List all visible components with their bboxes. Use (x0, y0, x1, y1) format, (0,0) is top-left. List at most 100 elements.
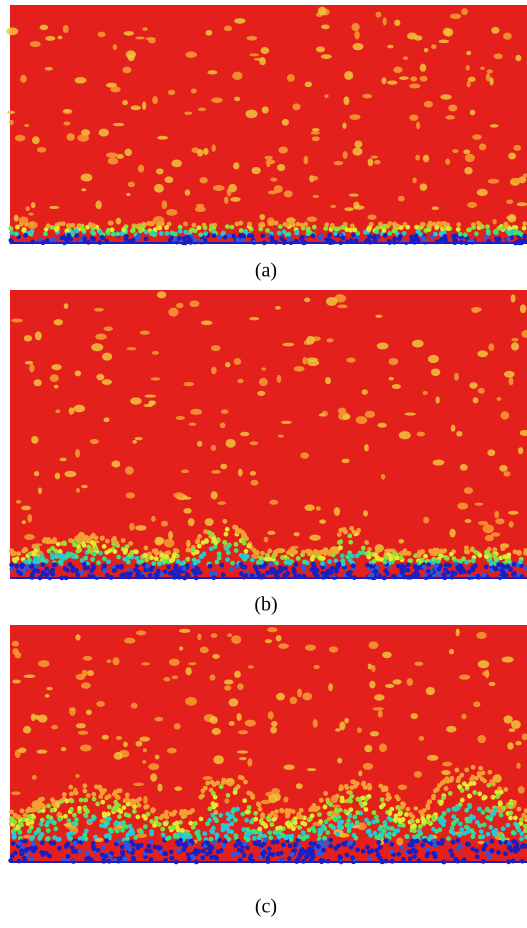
particle-cluster (163, 676, 171, 682)
particle (362, 801, 368, 806)
particle-cluster (11, 318, 23, 323)
particle (346, 572, 352, 577)
particle (253, 816, 259, 822)
particle (298, 814, 304, 820)
particle (46, 803, 51, 809)
particle (253, 829, 259, 835)
particle (485, 831, 491, 837)
particle (205, 821, 210, 827)
particle (459, 797, 465, 803)
particle (295, 221, 301, 227)
particle (220, 230, 226, 236)
particle (195, 538, 201, 544)
particle (311, 224, 317, 230)
particle (448, 777, 454, 783)
particle (355, 847, 360, 853)
particle (473, 231, 479, 237)
particle (34, 563, 39, 569)
particle (191, 547, 197, 553)
particle-cluster (69, 707, 76, 712)
particle (88, 222, 94, 228)
particle-cluster (342, 122, 347, 129)
particle (503, 554, 508, 560)
particle (325, 800, 331, 805)
particle (143, 545, 149, 551)
particle (16, 814, 22, 820)
particle (443, 554, 448, 560)
particle (307, 548, 312, 554)
particle (100, 799, 106, 805)
particle (396, 851, 402, 857)
particle-cluster (273, 185, 283, 193)
particle (185, 547, 191, 553)
particle (303, 221, 309, 227)
particle (149, 555, 155, 561)
particle-cluster (465, 65, 470, 71)
particle-cluster (29, 41, 41, 48)
particle-cluster (375, 314, 383, 318)
particle (434, 225, 440, 231)
particle (74, 554, 79, 560)
particle (397, 822, 403, 828)
particle (393, 828, 399, 834)
particle (257, 806, 263, 812)
particle (348, 539, 354, 545)
particle-cluster (37, 714, 48, 723)
particle (467, 227, 472, 233)
particle (106, 228, 111, 233)
particle (180, 814, 186, 820)
particle (202, 237, 208, 243)
particle (477, 221, 482, 227)
particle (457, 832, 463, 838)
particle-cluster (448, 648, 455, 655)
particle (226, 836, 232, 842)
particle-cluster (339, 721, 346, 731)
particle-cluster (116, 153, 124, 159)
particle (492, 807, 498, 813)
particle (399, 570, 405, 576)
particle (427, 799, 433, 805)
particle-cluster (142, 101, 147, 110)
particle-cluster (137, 164, 145, 173)
particle-cluster (396, 837, 404, 846)
particle-cluster (304, 504, 315, 512)
particle-cluster (377, 422, 387, 428)
particle (418, 231, 423, 237)
particle (125, 559, 131, 565)
particle (166, 564, 171, 570)
particle (352, 227, 358, 233)
particle (455, 565, 461, 571)
particle (236, 847, 242, 853)
particle-cluster (45, 36, 56, 41)
particle-cluster (73, 404, 86, 413)
particle-cluster (408, 83, 421, 89)
particle (116, 838, 121, 844)
particle (251, 835, 257, 841)
particle (397, 233, 403, 239)
particle (112, 549, 118, 554)
particle-cluster (207, 70, 218, 75)
particle (106, 811, 111, 817)
particle (55, 541, 61, 547)
particle (510, 830, 516, 836)
particle (431, 817, 437, 823)
particle (432, 838, 437, 844)
particle (99, 234, 105, 240)
particle (407, 856, 413, 862)
particle-cluster (367, 214, 377, 220)
particle (44, 238, 50, 244)
particle-cluster (77, 730, 89, 735)
particle (207, 806, 213, 812)
particle (23, 847, 29, 853)
particle (157, 225, 163, 231)
particle (323, 790, 329, 796)
particle (340, 224, 345, 230)
particle (143, 236, 149, 242)
particle-cluster (259, 213, 266, 221)
particle (519, 817, 524, 823)
particle (342, 528, 348, 534)
particle (317, 829, 323, 835)
particle (39, 850, 45, 855)
particle (344, 785, 350, 790)
particle (274, 839, 280, 845)
